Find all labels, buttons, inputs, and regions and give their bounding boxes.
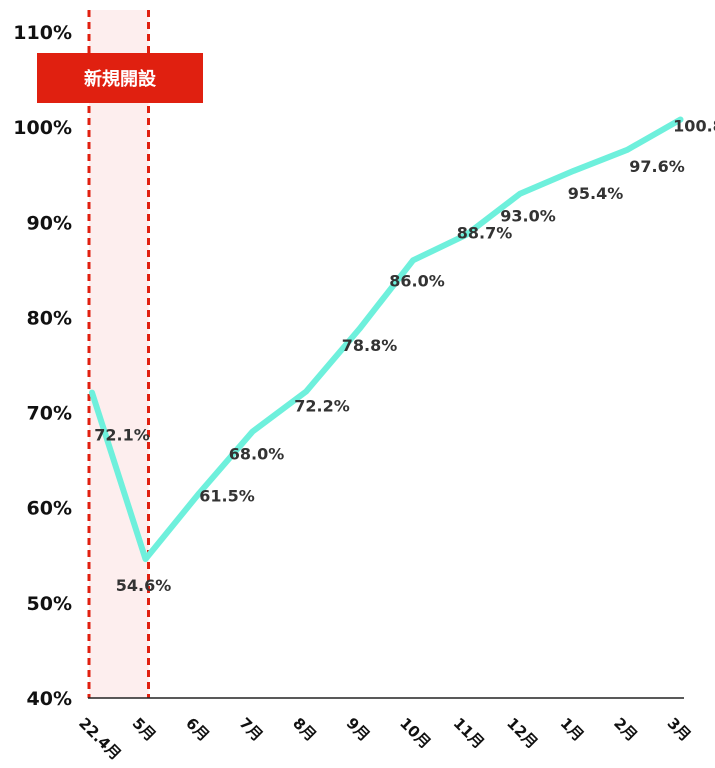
x-tick-label: 1月 — [557, 714, 588, 745]
y-tick-label: 80% — [27, 307, 72, 329]
new-opening-badge — [37, 53, 203, 103]
x-tick-label: 6月 — [182, 714, 213, 745]
y-tick-label: 40% — [27, 688, 72, 710]
data-label: 97.6% — [629, 157, 685, 176]
x-tick-label: 22.4月 — [75, 714, 125, 764]
data-label-layer: 72.1% 54.6% 61.5% 68.0% 72.2% 78.8% 86.0% 88.7%… — [94, 117, 715, 596]
data-label: 68.0% — [229, 445, 285, 464]
badge-layer: 新規開設 — [37, 53, 203, 103]
y-tick-label: 60% — [27, 498, 72, 520]
x-tick-label: 5月 — [129, 714, 160, 745]
new-opening-band — [89, 10, 149, 698]
x-tick-label: 2月 — [610, 714, 641, 745]
data-label: 93.0% — [500, 207, 556, 226]
data-label: 95.4% — [568, 184, 624, 203]
data-label: 72.1% — [94, 426, 150, 445]
new-opening-badge-label: 新規開設 — [84, 68, 157, 90]
data-label: 100.8% — [673, 117, 715, 136]
data-label: 88.7% — [457, 224, 513, 243]
x-tick-label: 9月 — [343, 714, 374, 745]
y-tick-label: 90% — [27, 212, 72, 234]
y-tick-label: 70% — [27, 403, 72, 425]
x-tick-label: 3月 — [664, 714, 695, 745]
x-tick-label: 11月 — [450, 714, 488, 752]
y-tick-label: 100% — [13, 117, 72, 139]
data-label: 72.2% — [294, 397, 350, 416]
x-tick-label: 12月 — [503, 714, 541, 752]
data-label: 54.6% — [116, 576, 172, 595]
data-label: 61.5% — [199, 486, 255, 505]
new-opening-band-layer — [87, 10, 150, 698]
y-tick-label: 110% — [13, 22, 72, 44]
occupancy-series-line — [89, 116, 684, 563]
data-label: 86.0% — [389, 271, 445, 290]
x-tick-label: 10月 — [396, 714, 434, 752]
data-label: 78.8% — [342, 336, 398, 355]
series-layer — [89, 116, 684, 563]
x-tick-label: 7月 — [236, 714, 267, 745]
y-tick-label: 50% — [27, 593, 72, 615]
x-tick-label: 8月 — [289, 714, 320, 745]
